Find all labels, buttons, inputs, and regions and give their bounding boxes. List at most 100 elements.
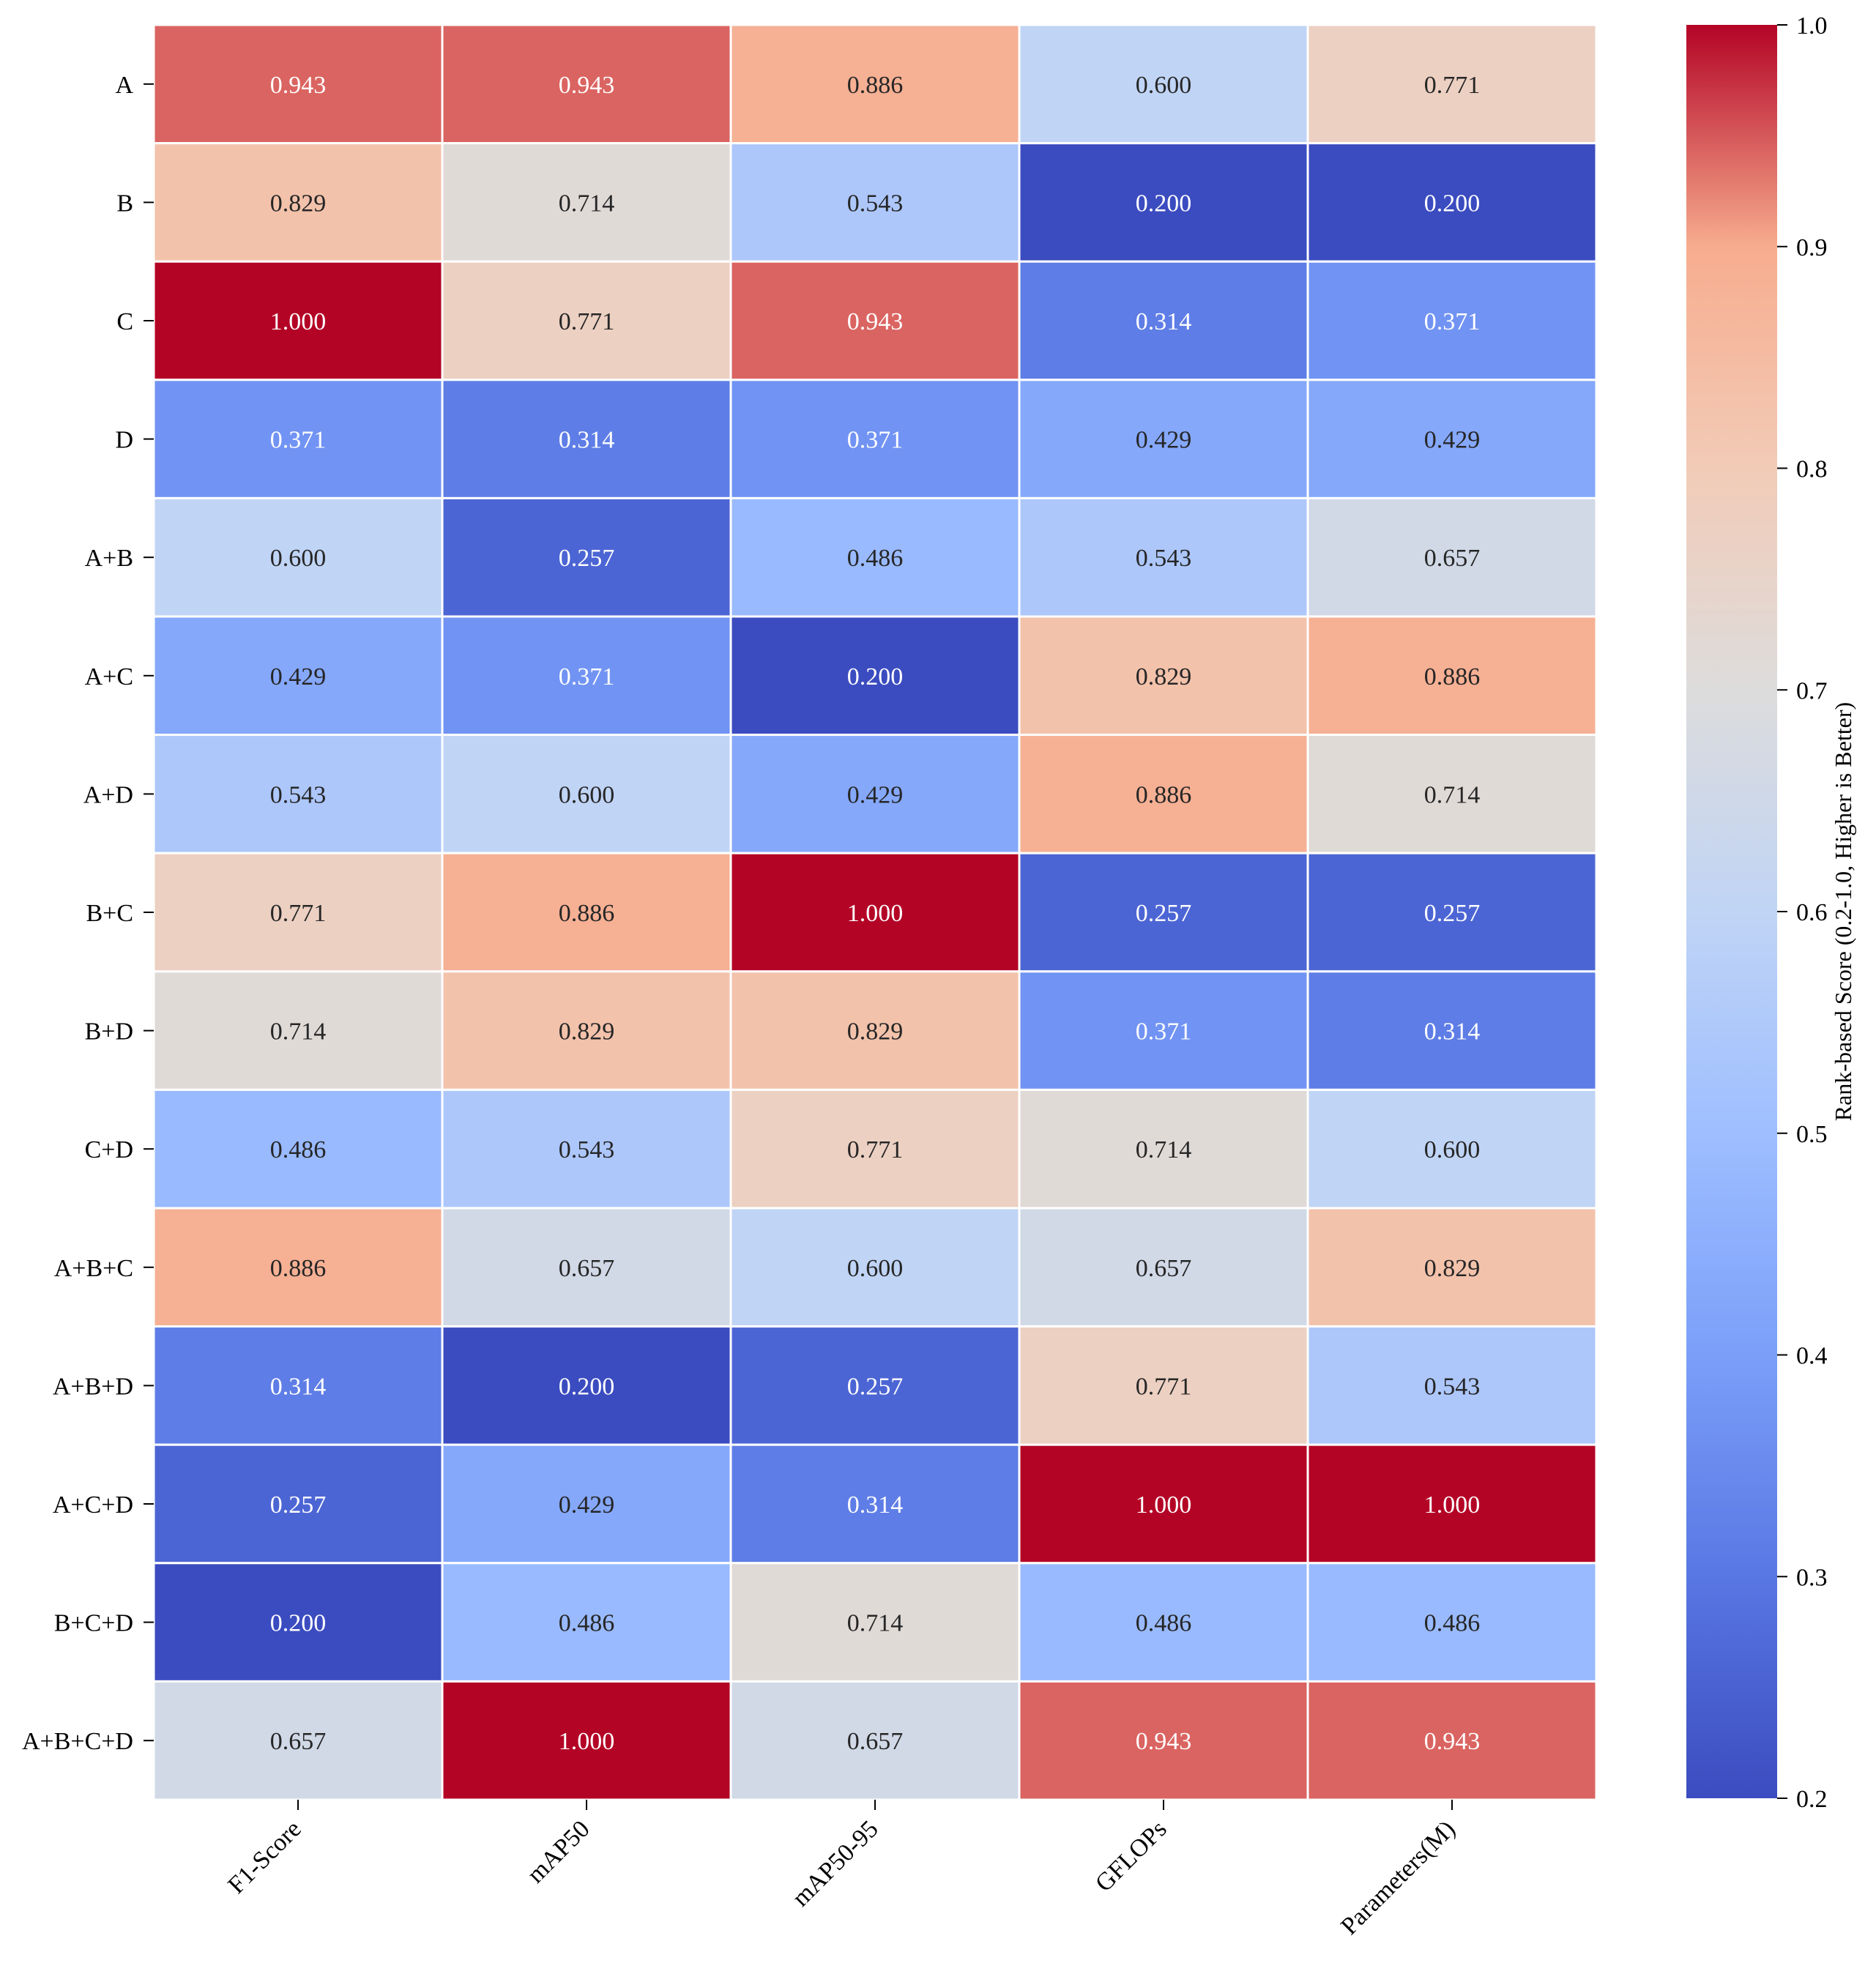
cell-value-label: 0.200	[847, 663, 904, 690]
heatmap-cell	[152, 23, 444, 145]
cell-value-label: 0.886	[270, 1255, 327, 1282]
cell-value-label: 0.486	[1424, 1610, 1481, 1637]
cell-value-label: 0.543	[1424, 1373, 1481, 1400]
y-tick-label: D	[115, 427, 133, 454]
heatmap-cell	[1306, 615, 1598, 737]
colorbar-gradient	[1686, 25, 1777, 1798]
heatmap-cell	[1018, 852, 1309, 973]
cell-value-label: 0.771	[270, 900, 327, 927]
y-tick-label: A+B	[85, 545, 133, 572]
heatmap-cell	[1306, 23, 1598, 145]
heatmap-cell	[1018, 615, 1309, 737]
x-tick-label: mAP50	[522, 1815, 595, 1888]
cell-value-label: 0.257	[559, 545, 615, 572]
cell-value-label: 0.429	[270, 663, 327, 690]
heatmap-cell	[1306, 1680, 1598, 1801]
y-tick-label: A+D	[83, 781, 133, 808]
x-axis: F1-Score mAP50 mAP50-95 GFLOPs Parameters(M)	[223, 1800, 1461, 1940]
colorbar-tick-label: 1.0	[1796, 12, 1828, 40]
cell-value-label: 0.657	[559, 1255, 615, 1282]
heatmap-cell	[1018, 23, 1309, 145]
cell-value-label: 0.543	[559, 1136, 615, 1163]
cell-value-label: 0.429	[559, 1491, 615, 1519]
cell-value-label: 0.314	[270, 1373, 327, 1400]
cell-value-label: 0.714	[559, 190, 615, 217]
heatmap-cell	[441, 496, 732, 618]
cell-value-label: 0.657	[270, 1728, 327, 1755]
y-tick-label: A+B+C	[54, 1255, 133, 1282]
heatmap-cell	[729, 970, 1021, 1091]
colorbar-tick-label: 0.6	[1796, 899, 1828, 926]
cell-value-label: 0.943	[847, 308, 904, 335]
heatmap-cell	[1306, 142, 1598, 263]
cell-value-label: 0.543	[1136, 545, 1192, 572]
cell-value-label: 0.657	[847, 1728, 904, 1755]
heatmap-cell	[1306, 1562, 1598, 1683]
cell-value-label: 0.600	[1136, 72, 1192, 99]
x-tick-label: mAP50-95	[787, 1815, 884, 1912]
heatmap-cell	[1306, 379, 1598, 499]
heatmap-cell	[152, 734, 444, 854]
cell-value-label: 0.657	[1424, 545, 1481, 572]
y-tick-label: B+C+D	[54, 1610, 133, 1637]
cell-value-label: 0.543	[847, 190, 904, 217]
heatmap-cell	[1306, 1443, 1598, 1565]
heatmap-cell	[441, 615, 732, 737]
heatmap-cell	[441, 23, 732, 145]
y-axis: A B C D A+B A+C A+D B+C B+D C+D A+B+C A+B+D A+C+D B+C…	[22, 72, 154, 1755]
cell-value-label: 0.600	[270, 545, 327, 572]
colorbar-tick-label: 0.4	[1796, 1343, 1828, 1370]
heatmap-cell	[1306, 852, 1598, 973]
heatmap-cell	[1306, 1088, 1598, 1210]
heatmap-cell	[152, 1562, 444, 1683]
cell-value-label: 0.200	[1424, 190, 1481, 217]
cell-value-label: 1.000	[847, 900, 904, 927]
cell-value-label: 0.600	[847, 1255, 904, 1282]
heatmap-cell	[1018, 379, 1309, 499]
cell-value-label: 0.829	[847, 1018, 904, 1046]
colorbar-label: Rank-based Score (0.2-1.0, Higher is Bet…	[1830, 702, 1856, 1121]
colorbar-ticks: 0.2 0.3 0.4 0.5 0.6 0.7 0.8 0.9 1.0	[1777, 12, 1828, 1813]
cell-value-label: 0.943	[1424, 1728, 1481, 1755]
heatmap-cell	[1018, 1680, 1309, 1801]
y-tick-label: A+B+D	[53, 1373, 133, 1400]
cell-value-label: 0.314	[559, 427, 615, 454]
cell-value-label: 0.600	[1424, 1136, 1481, 1163]
cell-value-label: 0.829	[270, 190, 327, 217]
heatmap-cell	[1306, 970, 1598, 1091]
cell-value-label: 0.200	[270, 1610, 327, 1637]
cell-value-label: 0.371	[847, 427, 904, 454]
heatmap-cell	[729, 496, 1021, 618]
heatmap-cell	[1018, 1207, 1309, 1328]
cell-value-label: 0.886	[559, 900, 615, 927]
cell-value-label: 0.314	[1136, 308, 1192, 335]
heatmap-cell	[1306, 734, 1598, 854]
y-tick-label: A+C	[85, 663, 133, 690]
heatmap-cell	[1018, 1325, 1309, 1446]
cell-value-label: 0.771	[847, 1136, 904, 1163]
cell-value-label: 0.771	[559, 308, 615, 335]
cell-value-label: 0.829	[1424, 1255, 1481, 1282]
cell-value-label: 0.257	[1424, 900, 1481, 927]
cell-value-label: 0.714	[270, 1018, 327, 1046]
heatmap-cell	[152, 1207, 444, 1328]
heatmap-cell	[441, 970, 732, 1091]
cell-value-label: 0.943	[559, 72, 615, 99]
cell-value-label: 0.371	[1136, 1018, 1192, 1046]
cell-value-label: 0.371	[559, 663, 615, 690]
cell-value-label: 0.886	[1424, 663, 1481, 690]
cell-value-label: 0.829	[1136, 663, 1192, 690]
heatmap-cell	[152, 1325, 444, 1446]
heatmap-cell	[729, 1680, 1021, 1801]
colorbar-tick-label: 0.8	[1796, 456, 1828, 483]
cell-value-label: 0.429	[1136, 427, 1192, 454]
cell-value-label: 0.714	[847, 1610, 904, 1637]
cell-value-label: 0.486	[270, 1136, 327, 1163]
colorbar-tick-label: 0.3	[1796, 1564, 1828, 1591]
heatmap-cell	[729, 1562, 1021, 1683]
cell-value-label: 0.486	[559, 1610, 615, 1637]
cell-value-label: 0.714	[1424, 781, 1481, 808]
y-tick-label: B+D	[85, 1018, 133, 1046]
cell-value-label: 0.257	[847, 1373, 904, 1400]
heatmap-cell	[1018, 1443, 1309, 1565]
